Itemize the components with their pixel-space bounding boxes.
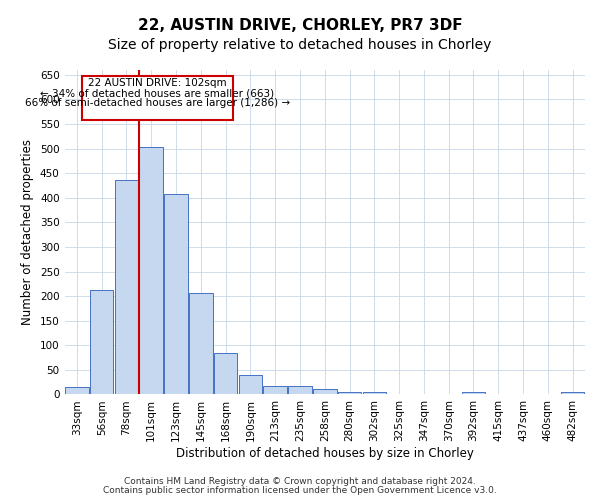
Bar (313, 389, 337, 394)
Bar (561, 392, 584, 394)
Bar (189, 292, 212, 394)
X-axis label: Distribution of detached houses by size in Chorley: Distribution of detached houses by size … (176, 447, 474, 460)
Bar (139, 147, 163, 394)
Bar (263, 386, 287, 394)
Bar (214, 352, 238, 395)
Bar (362, 392, 386, 394)
Bar (288, 386, 312, 394)
Y-axis label: Number of detached properties: Number of detached properties (22, 139, 34, 325)
Text: 66% of semi-detached houses are larger (1,286) →: 66% of semi-detached houses are larger (… (25, 98, 290, 108)
Bar (461, 392, 485, 394)
Text: ← 34% of detached houses are smaller (663): ← 34% of detached houses are smaller (66… (40, 88, 275, 98)
Text: 22, AUSTIN DRIVE, CHORLEY, PR7 3DF: 22, AUSTIN DRIVE, CHORLEY, PR7 3DF (137, 18, 463, 32)
Text: 22 AUSTIN DRIVE: 102sqm: 22 AUSTIN DRIVE: 102sqm (88, 78, 227, 88)
FancyBboxPatch shape (82, 76, 233, 120)
Bar (65, 387, 89, 394)
Text: Size of property relative to detached houses in Chorley: Size of property relative to detached ho… (109, 38, 491, 52)
Bar (115, 180, 138, 394)
Text: Contains public sector information licensed under the Open Government Licence v3: Contains public sector information licen… (103, 486, 497, 495)
Bar (90, 290, 113, 395)
Text: Contains HM Land Registry data © Crown copyright and database right 2024.: Contains HM Land Registry data © Crown c… (124, 477, 476, 486)
Bar (239, 375, 262, 394)
Bar (338, 392, 361, 394)
Bar (164, 194, 188, 394)
